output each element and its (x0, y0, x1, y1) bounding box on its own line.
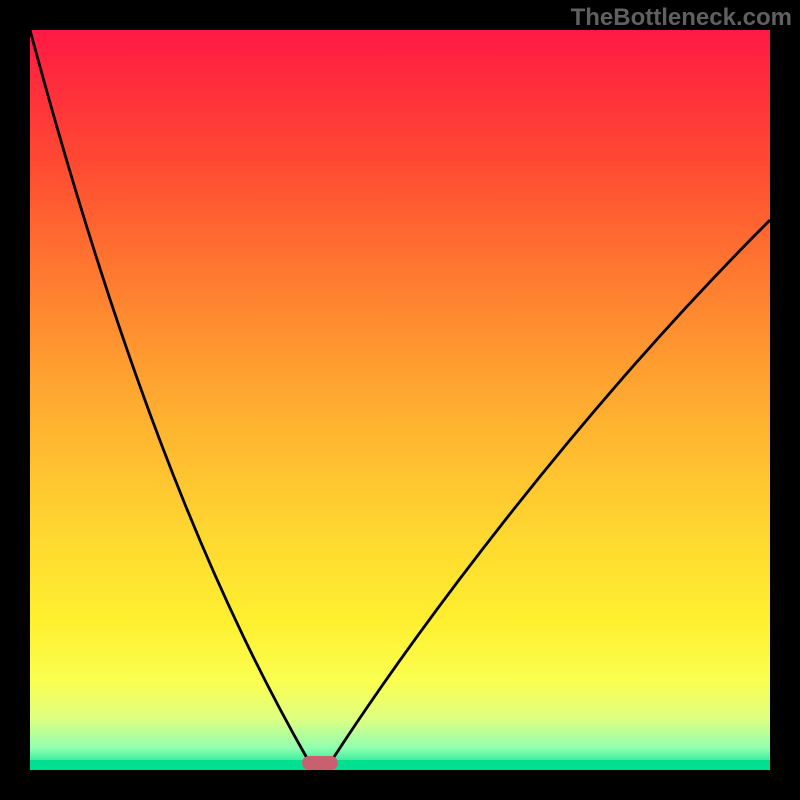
bottleneck-marker (302, 756, 338, 770)
chart-canvas: { "watermark": { "text": "TheBottleneck.… (0, 0, 800, 800)
chart-svg (0, 0, 800, 800)
watermark-label: TheBottleneck.com (571, 4, 792, 32)
green-baseline-band (30, 760, 770, 770)
